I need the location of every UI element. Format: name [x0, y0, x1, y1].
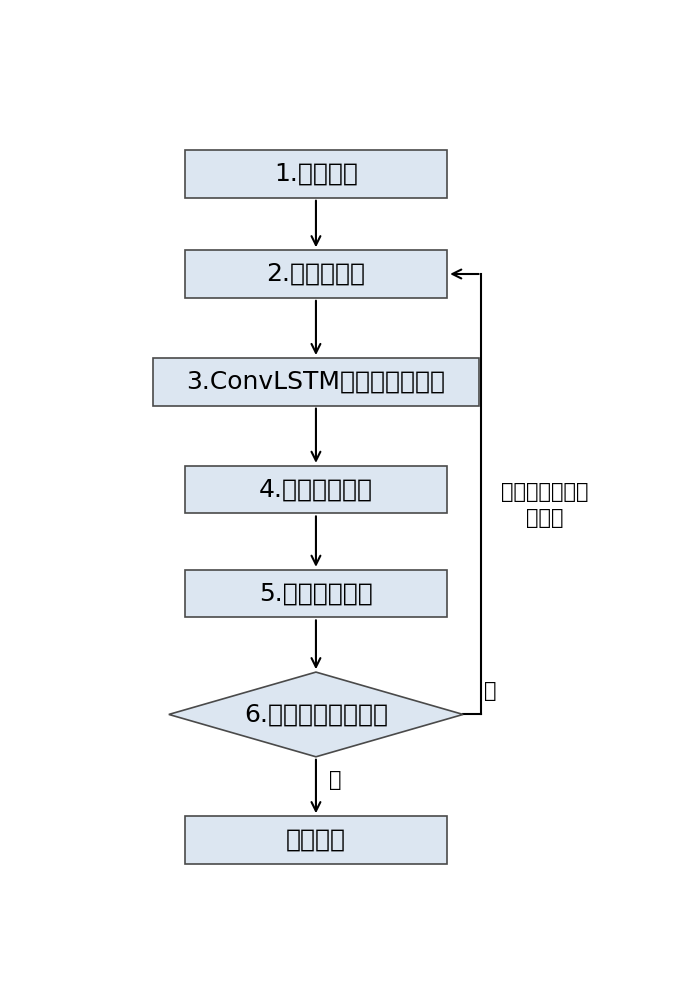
Text: 4.反卷积层解码: 4.反卷积层解码 — [259, 478, 373, 502]
Text: 6.是否达到预定轮数: 6.是否达到预定轮数 — [244, 702, 388, 726]
Text: 1.数据规整: 1.数据规整 — [274, 162, 358, 186]
FancyBboxPatch shape — [184, 816, 447, 864]
FancyBboxPatch shape — [184, 570, 447, 617]
FancyBboxPatch shape — [184, 250, 447, 298]
Text: 5.计算损失函数: 5.计算损失函数 — [259, 582, 373, 606]
FancyBboxPatch shape — [153, 358, 479, 406]
Text: 是: 是 — [329, 770, 342, 790]
Text: 2.卷积层编码: 2.卷积层编码 — [266, 262, 365, 286]
Text: 输出模型: 输出模型 — [286, 828, 346, 852]
Text: 反向传播修改模
型参数: 反向传播修改模 型参数 — [501, 482, 589, 528]
FancyBboxPatch shape — [184, 150, 447, 198]
Polygon shape — [169, 672, 463, 757]
FancyBboxPatch shape — [184, 466, 447, 513]
Text: 3.ConvLSTM层时空特征编码: 3.ConvLSTM层时空特征编码 — [186, 370, 445, 394]
Text: 否: 否 — [484, 681, 496, 701]
